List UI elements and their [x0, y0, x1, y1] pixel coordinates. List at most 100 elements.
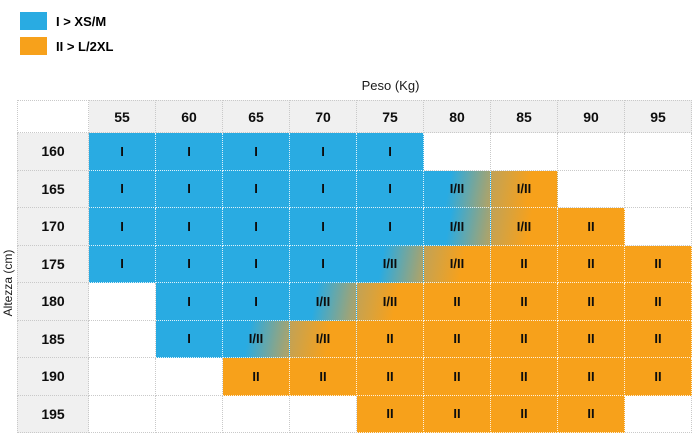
row-header-190: 190 [17, 358, 89, 396]
col-header-80: 80 [424, 100, 491, 133]
col-header-65: 65 [223, 100, 290, 133]
row-header-195: 195 [17, 395, 89, 433]
row-header-160: 160 [17, 133, 89, 171]
cell-170-55: I [89, 208, 156, 246]
row-header-170: 170 [17, 208, 89, 246]
cell-180-95: II [625, 283, 692, 321]
cell-165-55: I [89, 170, 156, 208]
cell-175-75: I/II [357, 245, 424, 283]
cell-170-80: I/II [424, 208, 491, 246]
cell-175-90: II [558, 245, 625, 283]
cell-175-55: I [89, 245, 156, 283]
cell-195-75: II [357, 395, 424, 433]
cell-180-80: II [424, 283, 491, 321]
col-header-90: 90 [558, 100, 625, 133]
cell-160-80 [424, 133, 491, 171]
cell-180-60: I [156, 283, 223, 321]
cell-160-65: I [223, 133, 290, 171]
cell-185-85: II [491, 320, 558, 358]
cell-180-75: I/II [357, 283, 424, 321]
cell-175-65: I [223, 245, 290, 283]
table-row-185: 185 I I/II I/II II II II II II [17, 320, 692, 358]
x-axis-title: Peso (Kg) [361, 78, 420, 93]
table-row-165: 165 I I I I I I/II I/II [17, 170, 692, 208]
table-row-190: 190 II II II II II II II [17, 358, 692, 396]
cell-195-55 [89, 395, 156, 433]
cell-170-85: I/II [491, 208, 558, 246]
legend-label-size-2: II > L/2XL [56, 38, 114, 54]
col-header-60: 60 [156, 100, 223, 133]
cell-175-85: II [491, 245, 558, 283]
cell-190-90: II [558, 358, 625, 396]
cell-160-60: I [156, 133, 223, 171]
cell-195-85: II [491, 395, 558, 433]
row-header-180: 180 [17, 283, 89, 321]
cell-185-75: II [357, 320, 424, 358]
cell-190-85: II [491, 358, 558, 396]
cell-185-90: II [558, 320, 625, 358]
table-row-195: 195 II II II II [17, 395, 692, 433]
cell-160-70: I [290, 133, 357, 171]
cell-160-55: I [89, 133, 156, 171]
col-header-55: 55 [89, 100, 156, 133]
cell-190-60 [156, 358, 223, 396]
cell-175-60: I [156, 245, 223, 283]
col-header-70: 70 [290, 100, 357, 133]
cell-185-65: I/II [223, 320, 290, 358]
row-header-185: 185 [17, 320, 89, 358]
legend-item-size-2: II > L/2XL [20, 37, 113, 55]
cell-165-70: I [290, 170, 357, 208]
orange-swatch [20, 37, 47, 55]
cell-180-55 [89, 283, 156, 321]
row-header-165: 165 [17, 170, 89, 208]
col-header-85: 85 [491, 100, 558, 133]
col-header-75: 75 [357, 100, 424, 133]
cell-170-70: I [290, 208, 357, 246]
cell-190-70: II [290, 358, 357, 396]
cell-190-65: II [223, 358, 290, 396]
legend: I > XS/M II > L/2XL [20, 12, 113, 62]
cell-160-85 [491, 133, 558, 171]
table-row-180: 180 I I I/II I/II II II II II [17, 283, 692, 321]
cell-185-80: II [424, 320, 491, 358]
cell-170-95 [625, 208, 692, 246]
cell-160-95 [625, 133, 692, 171]
cyan-swatch [20, 12, 47, 30]
cell-195-60 [156, 395, 223, 433]
legend-item-size-1: I > XS/M [20, 12, 113, 30]
legend-label-size-1: I > XS/M [56, 13, 107, 29]
table-row-175: 175 I I I I I/II I/II II II II [17, 245, 692, 283]
cell-195-80: II [424, 395, 491, 433]
cell-170-90: II [558, 208, 625, 246]
size-table: 55 60 65 70 75 80 85 90 95 160 I I I I I 165 I I I I I I/II I… [17, 100, 692, 433]
cell-180-90: II [558, 283, 625, 321]
cell-180-85: II [491, 283, 558, 321]
cell-165-80: I/II [424, 170, 491, 208]
cell-195-65 [223, 395, 290, 433]
cell-175-80: I/II [424, 245, 491, 283]
cell-180-70: I/II [290, 283, 357, 321]
cell-185-95: II [625, 320, 692, 358]
cell-185-70: I/II [290, 320, 357, 358]
cell-185-60: I [156, 320, 223, 358]
col-header-95: 95 [625, 100, 692, 133]
cell-165-65: I [223, 170, 290, 208]
table-row-170: 170 I I I I I I/II I/II II [17, 208, 692, 246]
cell-185-55 [89, 320, 156, 358]
cell-165-90 [558, 170, 625, 208]
cell-175-70: I [290, 245, 357, 283]
cell-175-95: II [625, 245, 692, 283]
cell-190-55 [89, 358, 156, 396]
cell-195-70 [290, 395, 357, 433]
cell-165-75: I [357, 170, 424, 208]
size-table-head: 55 60 65 70 75 80 85 90 95 [17, 100, 692, 133]
cell-170-65: I [223, 208, 290, 246]
cell-170-75: I [357, 208, 424, 246]
cell-190-75: II [357, 358, 424, 396]
cell-195-95 [625, 395, 692, 433]
cell-195-90: II [558, 395, 625, 433]
cell-160-75: I [357, 133, 424, 171]
cell-165-85: I/II [491, 170, 558, 208]
table-row-160: 160 I I I I I [17, 133, 692, 171]
y-axis-title: Altezza (cm) [1, 249, 15, 317]
